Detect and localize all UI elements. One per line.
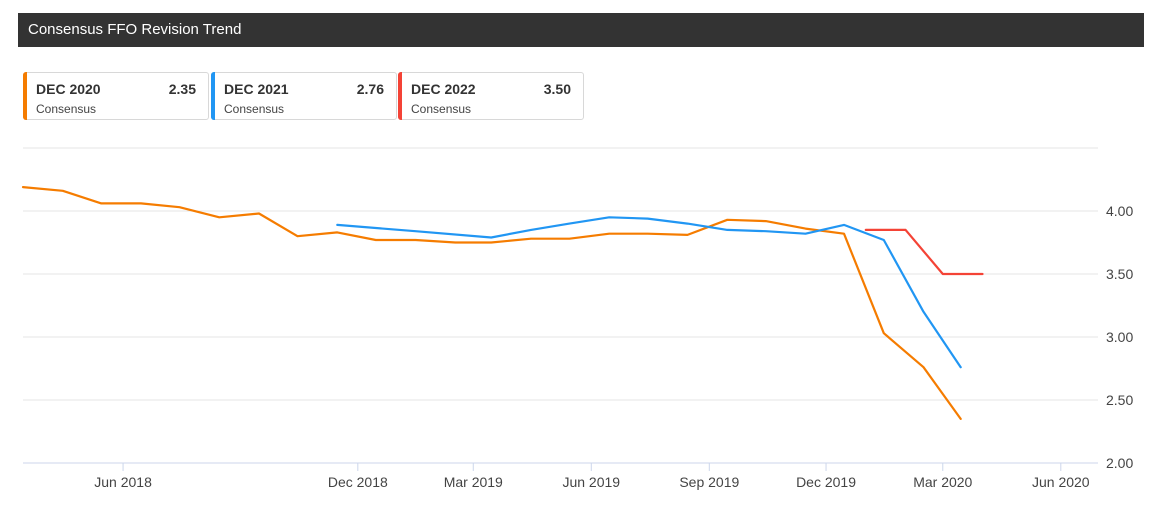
legend-color-bar — [211, 72, 215, 120]
legend-card-dec-2022[interactable]: DEC 2022 3.50 Consensus — [398, 72, 584, 120]
y-tick-label: 2.00 — [1106, 455, 1133, 471]
y-tick-label: 3.50 — [1106, 266, 1133, 282]
x-tick-label: Jun 2018 — [94, 474, 152, 490]
series-line-dec-2021 — [336, 216, 962, 369]
legend-series-sub: Consensus — [411, 102, 472, 116]
legend-card-dec-2020[interactable]: DEC 2020 2.35 Consensus — [23, 72, 209, 120]
y-tick-label: 2.50 — [1106, 392, 1133, 408]
legend-series-value: 2.76 — [356, 81, 384, 97]
legend-series-sub: Consensus — [36, 102, 97, 116]
legend-series-name: DEC 2020 — [36, 81, 101, 97]
legend-series-name: DEC 2022 — [411, 81, 476, 97]
legend-series-sub: Consensus — [224, 102, 285, 116]
y-tick-label: 3.00 — [1106, 329, 1133, 345]
series-line-dec-2020 — [21, 186, 962, 420]
x-tick-label: Jun 2019 — [562, 474, 620, 490]
chart-title: Consensus FFO Revision Trend — [28, 21, 242, 38]
x-tick-label: Mar 2020 — [913, 474, 972, 490]
legend-series-value: 3.50 — [543, 81, 571, 97]
x-tick-label: Jun 2020 — [1032, 474, 1090, 490]
x-tick-label: Dec 2018 — [328, 474, 388, 490]
legend-card-dec-2021[interactable]: DEC 2021 2.76 Consensus — [211, 72, 397, 120]
series-line-dec-2022 — [864, 228, 984, 276]
chart-header: Consensus FFO Revision Trend — [18, 13, 1144, 47]
legend-color-bar — [398, 72, 402, 120]
legend-series-value: 2.35 — [168, 81, 196, 97]
y-tick-label: 4.00 — [1106, 203, 1133, 219]
legend-series-name: DEC 2021 — [224, 81, 289, 97]
legend-color-bar — [23, 72, 27, 120]
x-tick-label: Sep 2019 — [679, 474, 739, 490]
x-tick-label: Dec 2019 — [796, 474, 856, 490]
x-tick-label: Mar 2019 — [444, 474, 503, 490]
